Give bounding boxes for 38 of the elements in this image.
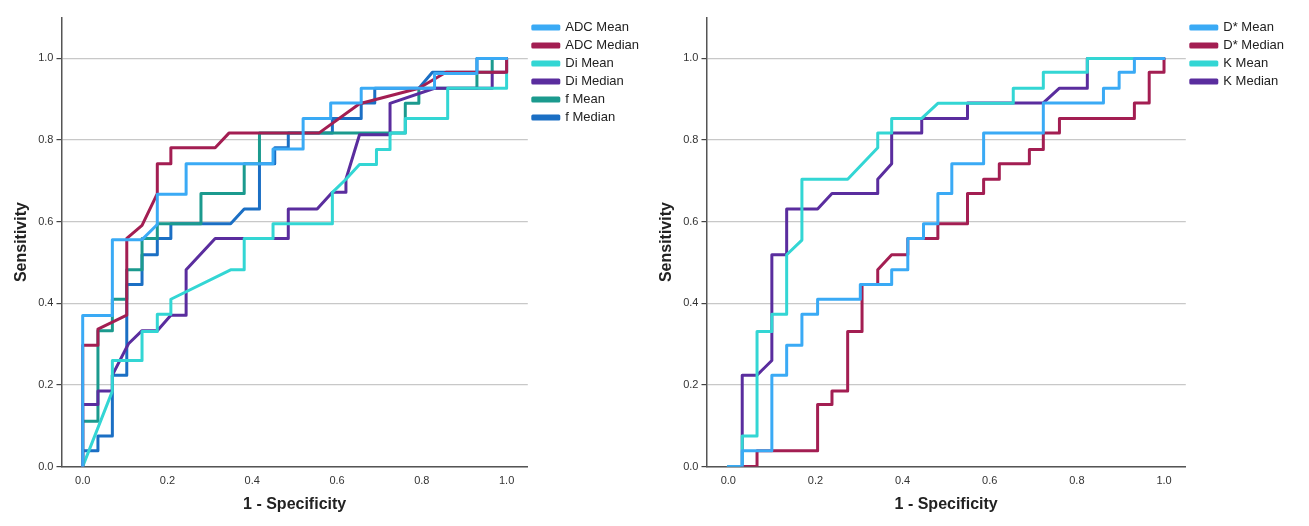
x-tick-label: 1.0 bbox=[1156, 474, 1172, 487]
legend-label: f Median bbox=[565, 109, 616, 125]
y-tick-label: 0.6 bbox=[38, 214, 54, 227]
y-tick-label: 0.0 bbox=[38, 459, 54, 472]
legend-label: ADC Mean bbox=[565, 19, 629, 35]
y-tick-label: 0.2 bbox=[38, 377, 54, 390]
legend-label: Di Median bbox=[565, 73, 624, 89]
legend-label: ADC Median bbox=[565, 37, 640, 53]
legend-label: K Median bbox=[1223, 73, 1279, 89]
y-tick-label: 1.0 bbox=[38, 51, 54, 64]
x-axis-title: 1 - Specificity bbox=[894, 494, 998, 512]
x-tick-label: 0.6 bbox=[329, 474, 345, 487]
y-tick-label: 0.2 bbox=[683, 377, 699, 390]
y-tick-label: 0.4 bbox=[683, 296, 699, 309]
x-tick-label: 1.0 bbox=[498, 474, 515, 487]
y-tick-label: 0.8 bbox=[683, 133, 699, 146]
legend-label: D* Median bbox=[1223, 37, 1285, 53]
y-tick-label: 0.8 bbox=[38, 133, 54, 146]
x-tick-label: 0.6 bbox=[982, 474, 998, 487]
x-tick-label: 0.4 bbox=[894, 474, 911, 487]
legend-label: Di Mean bbox=[565, 55, 614, 71]
legend-label: D* Mean bbox=[1223, 19, 1274, 35]
x-tick-label: 0.0 bbox=[75, 474, 91, 487]
legend-label: f Mean bbox=[565, 91, 606, 107]
y-axis-title: Sensitivity bbox=[657, 201, 675, 283]
y-tick-label: 0.4 bbox=[38, 296, 54, 309]
x-tick-label: 0.8 bbox=[1069, 474, 1085, 487]
y-tick-label: 1.0 bbox=[683, 51, 699, 64]
x-tick-label: 0.0 bbox=[720, 474, 736, 487]
x-tick-label: 0.8 bbox=[414, 474, 430, 487]
legend-label: K Mean bbox=[1223, 55, 1269, 71]
x-tick-label: 0.2 bbox=[807, 474, 824, 487]
x-tick-label: 0.2 bbox=[159, 474, 176, 487]
x-tick-label: 0.4 bbox=[244, 474, 260, 487]
y-axis-title: Sensitivity bbox=[12, 201, 30, 283]
y-tick-label: 0.6 bbox=[683, 214, 699, 227]
x-axis-title: 1 - Specificity bbox=[243, 494, 347, 512]
y-tick-label: 0.0 bbox=[683, 459, 699, 472]
